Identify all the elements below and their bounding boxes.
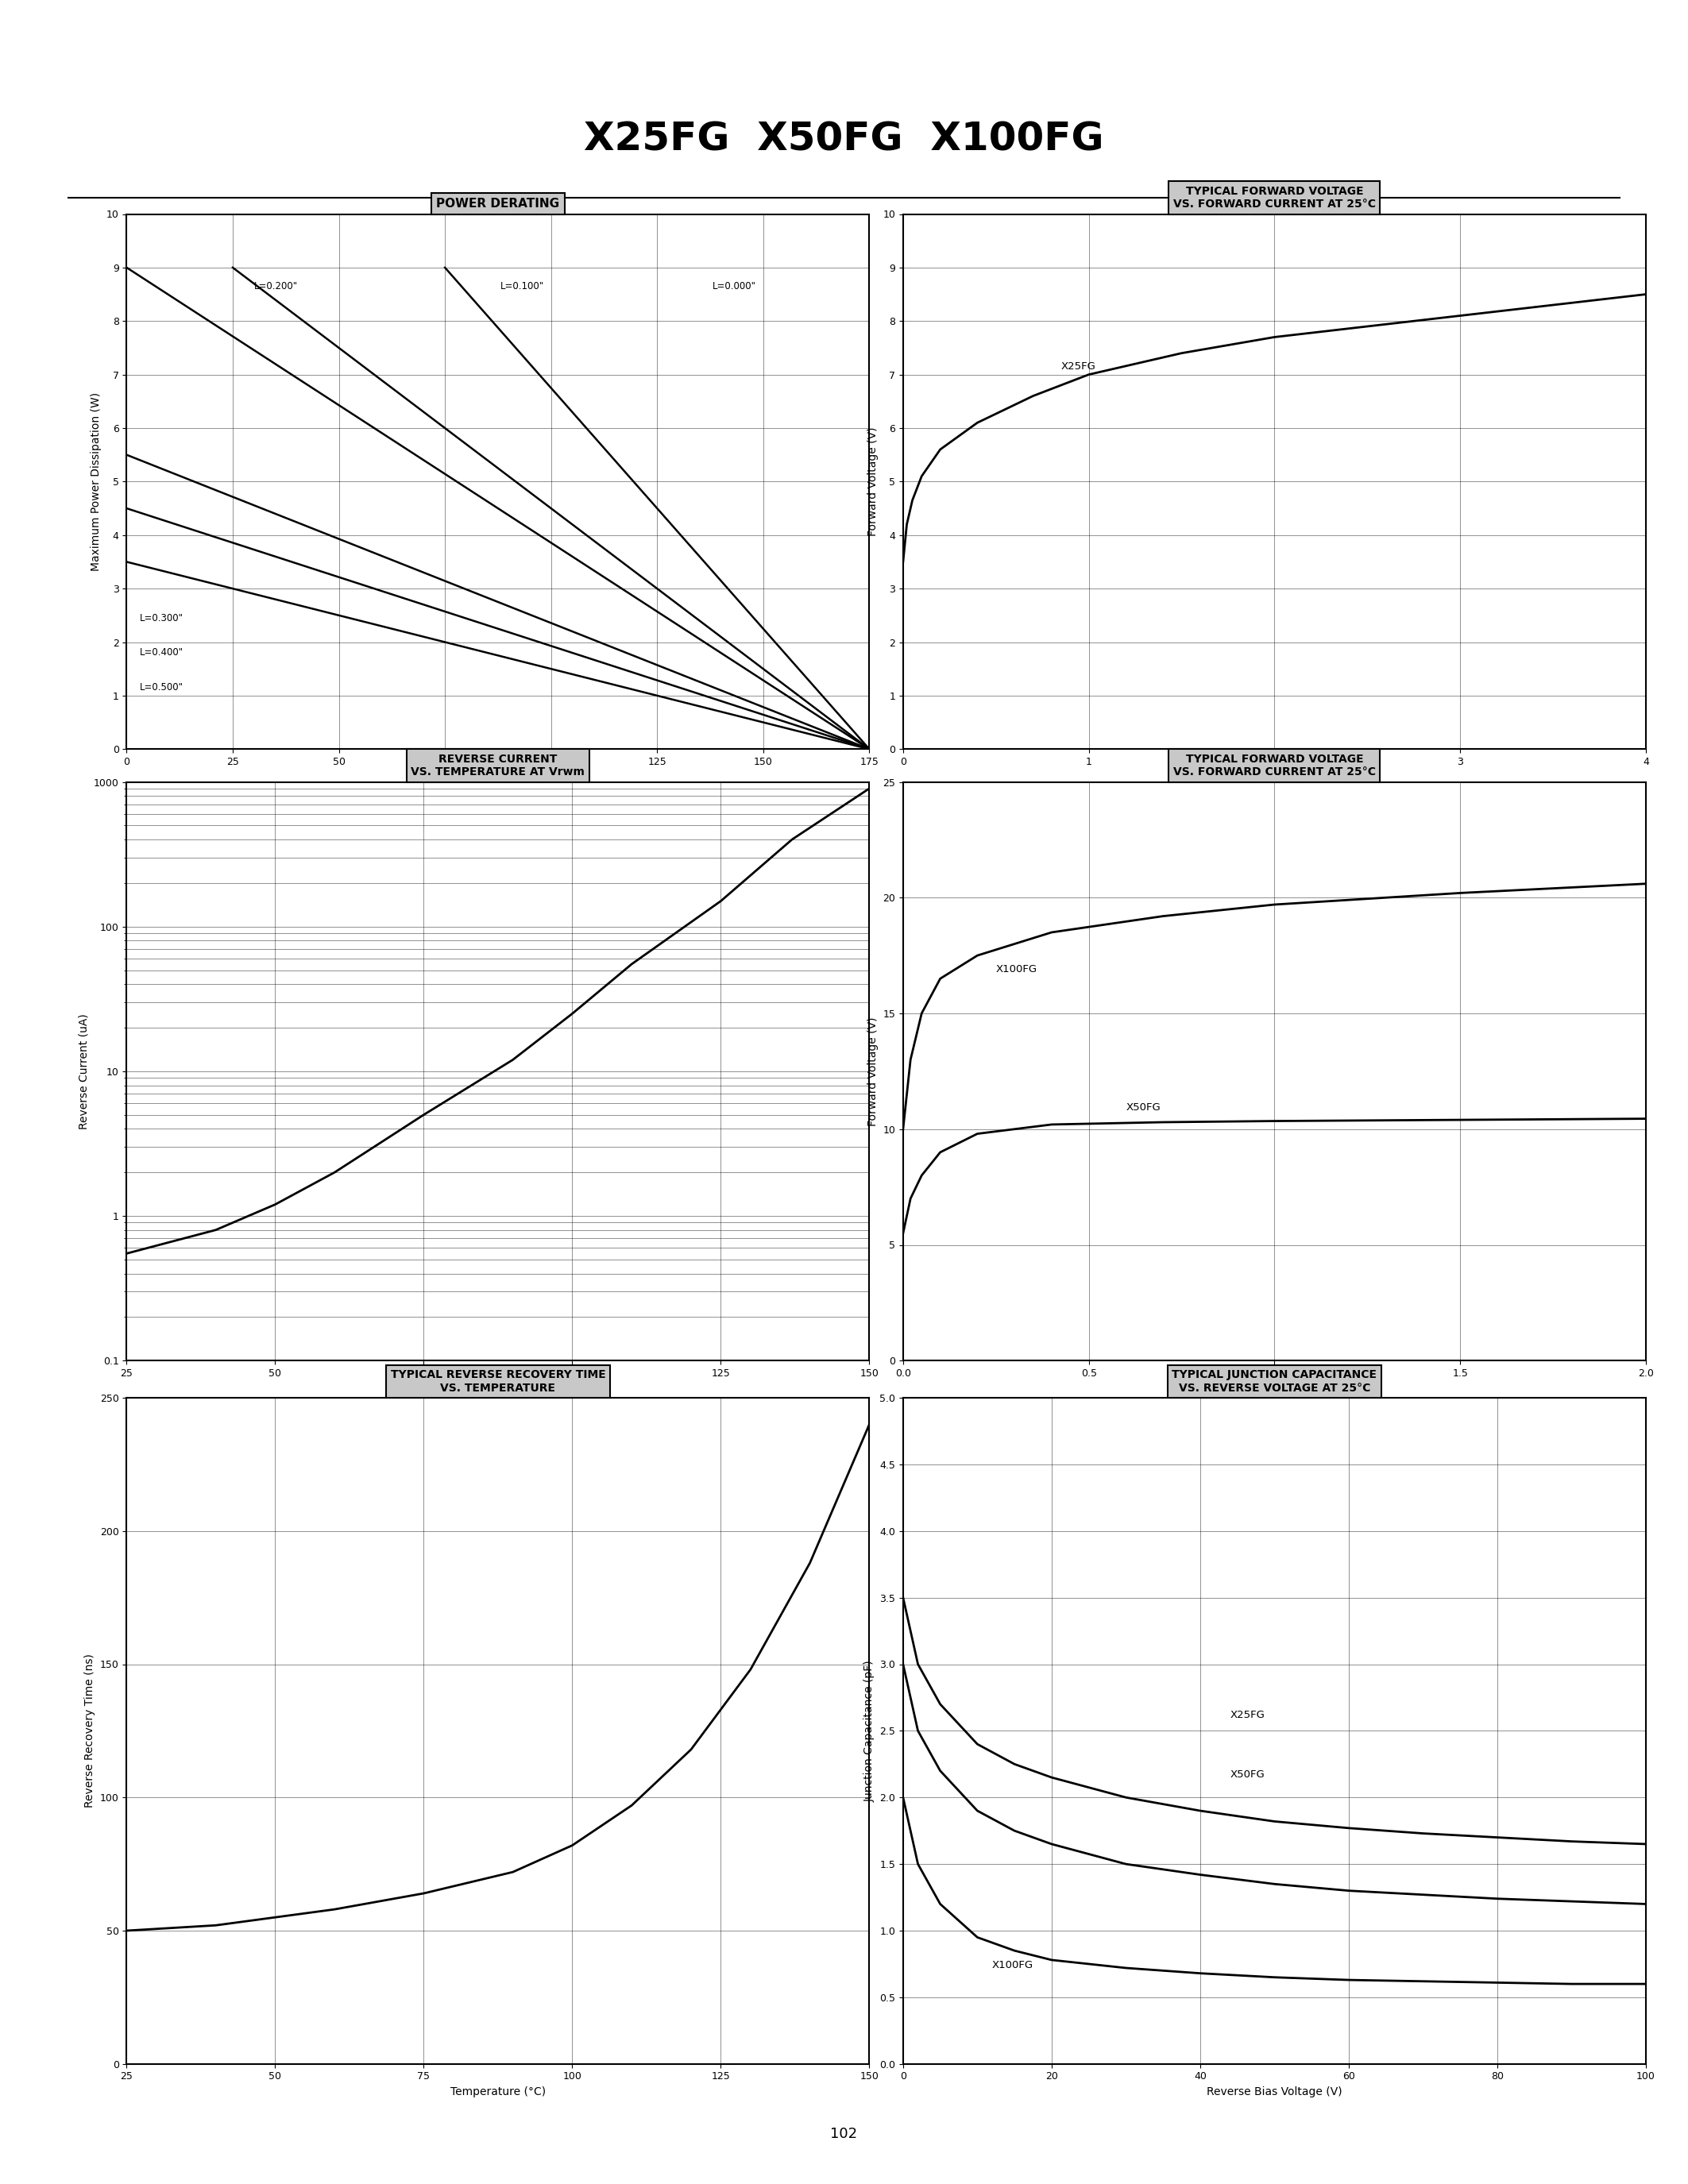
Text: X50FG: X50FG: [1231, 1769, 1264, 1780]
X-axis label: Lead Temperature (°C): Lead Temperature (°C): [436, 771, 560, 782]
Y-axis label: Forward Voltage (V): Forward Voltage (V): [868, 1018, 878, 1127]
Title: POWER DERATING: POWER DERATING: [436, 199, 560, 210]
Text: X25FG: X25FG: [1231, 1710, 1264, 1719]
Text: L=0.500": L=0.500": [140, 681, 182, 692]
Title: TYPICAL FORWARD VOLTAGE
VS. FORWARD CURRENT AT 25°C: TYPICAL FORWARD VOLTAGE VS. FORWARD CURR…: [1173, 186, 1376, 210]
Text: X100FG: X100FG: [996, 963, 1038, 974]
Title: TYPICAL REVERSE RECOVERY TIME
VS. TEMPERATURE: TYPICAL REVERSE RECOVERY TIME VS. TEMPER…: [390, 1369, 606, 1393]
Text: L=0.400": L=0.400": [140, 646, 182, 657]
Text: X50FG: X50FG: [1126, 1103, 1161, 1114]
Text: L=0.000": L=0.000": [712, 282, 756, 290]
X-axis label: Forward Current (A): Forward Current (A): [1220, 1382, 1328, 1393]
Y-axis label: Maximum Power Dissipation (W): Maximum Power Dissipation (W): [91, 393, 101, 570]
X-axis label: Temperature (°C): Temperature (°C): [451, 2086, 545, 2097]
Title: TYPICAL JUNCTION CAPACITANCE
VS. REVERSE VOLTAGE AT 25°C: TYPICAL JUNCTION CAPACITANCE VS. REVERSE…: [1171, 1369, 1377, 1393]
X-axis label: Reverse Bias Voltage (V): Reverse Bias Voltage (V): [1207, 2086, 1342, 2097]
X-axis label: Temperature (°C): Temperature (°C): [451, 1382, 545, 1393]
Text: X100FG: X100FG: [993, 1959, 1033, 1970]
Title: TYPICAL FORWARD VOLTAGE
VS. FORWARD CURRENT AT 25°C: TYPICAL FORWARD VOLTAGE VS. FORWARD CURR…: [1173, 753, 1376, 778]
Text: X25FG  X50FG  X100FG: X25FG X50FG X100FG: [584, 120, 1104, 159]
Y-axis label: Forward Voltage (V): Forward Voltage (V): [868, 428, 878, 537]
Text: L=0.100": L=0.100": [500, 282, 544, 290]
Text: 102: 102: [830, 2127, 858, 2140]
Text: X25FG: X25FG: [1062, 360, 1096, 371]
Y-axis label: Reverse Recovery Time (ns): Reverse Recovery Time (ns): [84, 1653, 96, 1808]
Text: L=0.300": L=0.300": [140, 614, 182, 622]
Y-axis label: Reverse Current (uA): Reverse Current (uA): [78, 1013, 89, 1129]
Title: REVERSE CURRENT
VS. TEMPERATURE AT Vrwm: REVERSE CURRENT VS. TEMPERATURE AT Vrwm: [412, 753, 586, 778]
Y-axis label: Junction Capacitance (pF): Junction Capacitance (pF): [864, 1660, 874, 1802]
X-axis label: Forward Current (A): Forward Current (A): [1220, 771, 1328, 782]
Text: L=0.200": L=0.200": [253, 282, 297, 290]
